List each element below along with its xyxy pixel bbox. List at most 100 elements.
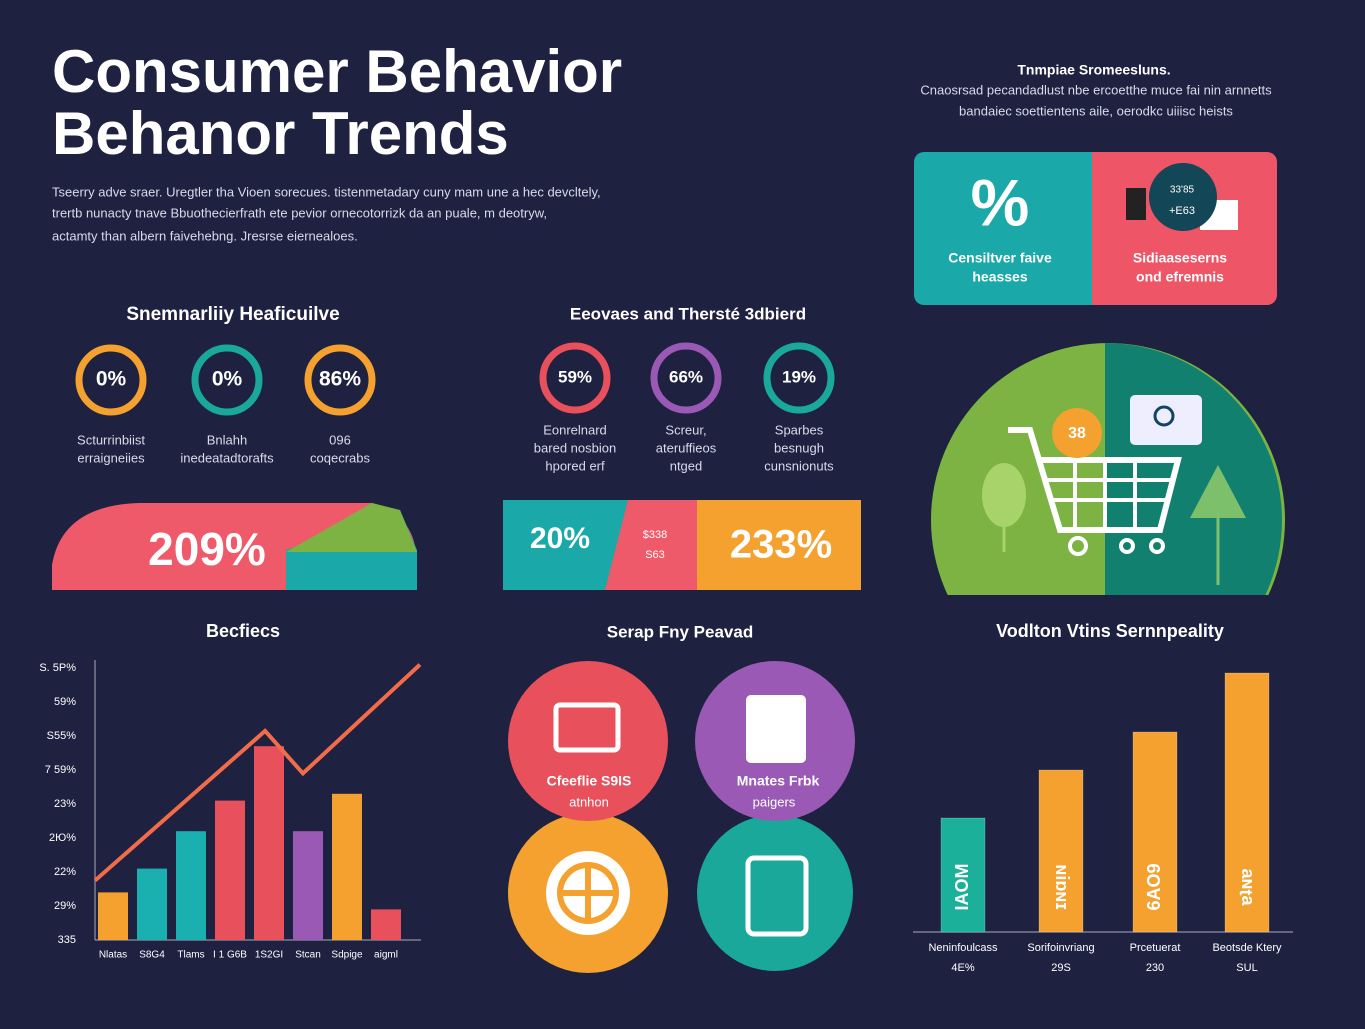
ring-label: Scturrinbiist [77,432,145,447]
x-tick-label: 4E% [951,962,974,974]
ring-label: Screur, [665,422,706,437]
x-tick-label: 1S2GI [255,950,283,961]
banner-value: 209% [148,523,266,575]
bar [254,746,284,940]
x-tick-label: SUL [1236,962,1257,974]
x-tick-label: Prcetuerat [1130,942,1181,954]
y-tick-label: 335 [58,934,76,946]
bar [1038,769,1084,933]
intro: trertb nunacty tnave Bbuothecierfrath et… [52,205,547,220]
bar [332,793,362,940]
bar-label: ɪɴɑᴉɴ [1050,864,1070,909]
ring-label: ateruffieos [656,440,717,455]
x-tick-label: aigml [374,950,398,961]
y-tick-label: 59% [54,696,76,708]
bar [98,892,128,940]
ring [191,344,263,416]
top-right: Tnmpiae Sromeesluns. Cnaosrsad pecandadl… [914,62,1277,305]
ring-value: 19% [782,367,816,386]
globe-icon [560,865,616,921]
bar-label: 6AO9 [1144,863,1164,910]
badge-text: 38 [1068,425,1086,442]
y-tick-label: 2Ю% [49,832,76,844]
intro: actamty than albern faivehebng. Jresrse … [52,228,358,243]
ring-label: Sparbes [775,422,824,437]
x-tick-label: Stcan [295,950,321,961]
title: Behanor Trends [52,100,509,167]
x-tick-label: I 1 G6B [213,950,247,961]
ring-label: Bnlahh [207,432,247,447]
tree-icon [982,463,1026,527]
icon-circle [508,661,668,821]
bar [176,831,206,940]
label: Mnates Frbk [737,773,820,789]
heading: Serap Fny Peavad [607,622,753,641]
x-tick-label: Tlams [177,950,204,961]
badge [1052,408,1102,458]
header: Consumer Behavior Behanor Trends Tseerry… [52,38,622,244]
ring [763,342,835,414]
bar [371,909,401,940]
heading: Vodlton Vtins Sernnpeality [996,621,1224,641]
label: paigers [753,794,796,809]
ring [650,342,722,414]
banner [605,500,697,590]
card [1092,152,1106,305]
y-tick-label: 29% [54,900,76,912]
hero: 38 [931,343,1285,595]
banner [286,503,417,552]
label: Cfeeflie S9IS [547,773,632,789]
x-tick-label: Sdpige [331,950,363,961]
x-tick-label: S8G4 [139,950,165,961]
y-tick-label: 22% [54,866,76,878]
x-tick-label: Neninfoulcass [928,942,998,954]
x-tick-label: Nlatas [99,950,127,961]
panel: Snemnarliiy Heaficuilve 209% [52,304,417,590]
label: heasses [972,269,1027,285]
bubble-text: +E63 [1169,205,1195,217]
ring-label: coqecrabs [310,450,370,465]
bar [1224,672,1270,933]
bar [940,817,986,933]
label: ond efremnis [1136,269,1224,285]
title: Consumer Behavior [52,38,622,105]
cart-icon [1008,427,1182,533]
y-tick-label: S55% [47,730,77,742]
x-tick-label: Beotsde Ktery [1212,942,1282,954]
device-icon [746,695,806,763]
card [914,152,1104,305]
heading: Snemnarliiy Heaficuilve [126,304,339,325]
cart-icon [1068,536,1088,556]
icons-panel: Serap Fny Peavad Cfeeflie S9IS atnhon Mn… [508,622,855,973]
text: bandaiec soettientens aile, oerodkc uiii… [959,103,1233,118]
y-tick-label: 7 59% [45,764,76,776]
icon-circle [697,815,853,971]
heading: Eeovaes and Thersté 3dbierd [570,304,806,323]
ring-label: bared nosbion [534,440,616,455]
label: atnhon [569,794,609,809]
bar [215,800,245,940]
symbol: % [971,165,1030,239]
x-tick-label: 29S [1051,962,1071,974]
x-tick-label: Sorifoinvriang [1027,942,1094,954]
bubble [1149,163,1217,231]
ring-value: 0% [212,368,243,391]
ring [304,344,376,416]
ring [75,344,147,416]
profile-icon [1130,395,1202,445]
panel: Eeovaes and Thersté 3dbierd 20% $338 S63… [503,304,861,590]
icon [1126,188,1146,220]
cart-icon [1119,538,1135,554]
heading: Tnmpiae Sromeesluns. [1017,62,1170,78]
banner-text: $338 [643,529,667,541]
ring-label: hpored erf [545,458,605,473]
text: Cnaosrsad pecandadlust nbe ercoetthe muc… [920,82,1272,97]
bar [293,831,323,940]
ring-value: 59% [558,367,592,386]
label: Censiltver faive [948,250,1052,266]
ring-value: 0% [96,368,127,391]
y-tick-label: S. 5P% [39,662,76,674]
bar [1132,731,1178,933]
calculator-icon [745,855,809,937]
